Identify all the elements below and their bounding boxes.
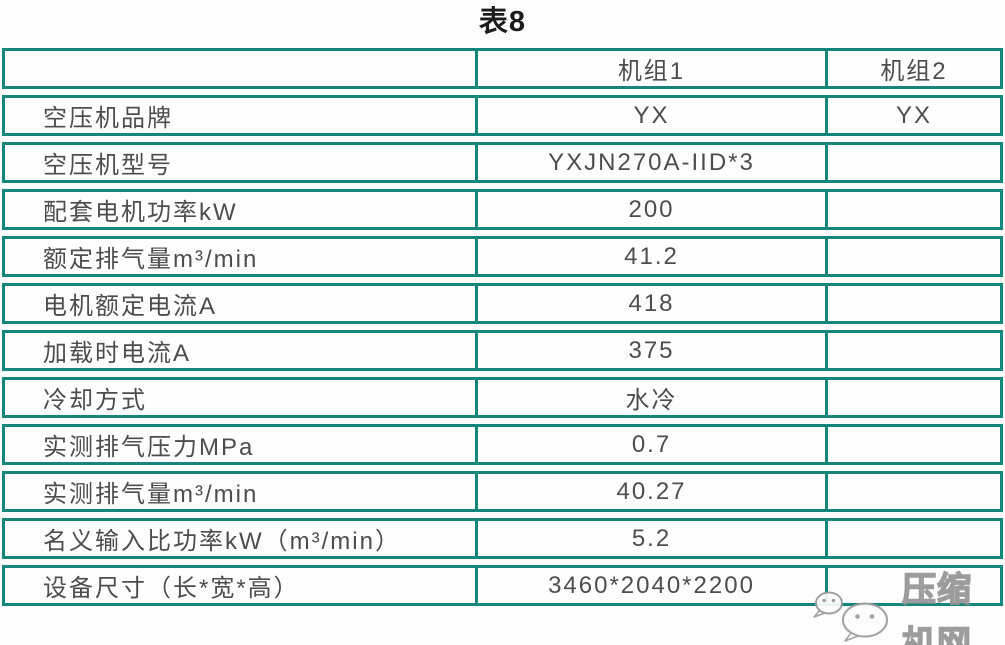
- row-label-cell: 空压机品牌: [2, 95, 478, 136]
- row-label-cell: 实测排气量m³/min: [2, 471, 478, 512]
- unit1-value-cell: 418: [478, 283, 828, 324]
- unit1-value-cell: 0.7: [478, 424, 828, 465]
- row-label-cell: 设备尺寸（长*宽*高）: [2, 565, 478, 606]
- table-row: 空压机型号 YXJN270A-IID*3: [2, 142, 1003, 183]
- header-empty-cell: [2, 48, 478, 89]
- row-label-cell: 冷却方式: [2, 377, 478, 418]
- table-body: 空压机品牌 YX YX 空压机型号 YXJN270A-IID*3 配套电机功率k…: [2, 95, 1003, 606]
- table-row: 实测排气量m³/min 40.27: [2, 471, 1003, 512]
- header-unit2-cell: 机组2: [828, 48, 1003, 89]
- unit1-value-cell: YXJN270A-IID*3: [478, 142, 828, 183]
- spec-table: 机组1 机组2 空压机品牌 YX YX 空压机型号 YXJN270A-IID*3…: [2, 42, 1003, 612]
- table-row: 额定排气量m³/min 41.2: [2, 236, 1003, 277]
- row-label-cell: 配套电机功率kW: [2, 189, 478, 230]
- header-row: 机组1 机组2: [2, 48, 1003, 89]
- unit1-value-cell: 41.2: [478, 236, 828, 277]
- header-unit1-cell: 机组1: [478, 48, 828, 89]
- table-row: 实测排气压力MPa 0.7: [2, 424, 1003, 465]
- table-row: 电机额定电流A 418: [2, 283, 1003, 324]
- unit1-value-cell: 200: [478, 189, 828, 230]
- row-label-cell: 空压机型号: [2, 142, 478, 183]
- row-label-cell: 额定排气量m³/min: [2, 236, 478, 277]
- unit2-value-cell: [828, 377, 1003, 418]
- table-row: 冷却方式 水冷: [2, 377, 1003, 418]
- row-label-cell: 加载时电流A: [2, 330, 478, 371]
- table-row: 名义输入比功率kW（m³/min） 5.2: [2, 518, 1003, 559]
- unit1-value-cell: YX: [478, 95, 828, 136]
- table-row: 设备尺寸（长*宽*高） 3460*2040*2200: [2, 565, 1003, 606]
- unit1-value-cell: 水冷: [478, 377, 828, 418]
- row-label-cell: 名义输入比功率kW（m³/min）: [2, 518, 478, 559]
- unit2-value-cell: YX: [828, 95, 1003, 136]
- unit2-value-cell: [828, 189, 1003, 230]
- unit1-value-cell: 40.27: [478, 471, 828, 512]
- unit2-value-cell: [828, 424, 1003, 465]
- unit1-value-cell: 375: [478, 330, 828, 371]
- unit1-value-cell: 3460*2040*2200: [478, 565, 828, 606]
- table-row: 配套电机功率kW 200: [2, 189, 1003, 230]
- unit2-value-cell: [828, 330, 1003, 371]
- unit2-value-cell: [828, 236, 1003, 277]
- unit1-value-cell: 5.2: [478, 518, 828, 559]
- unit2-value-cell: [828, 565, 1003, 606]
- table-row: 空压机品牌 YX YX: [2, 95, 1003, 136]
- page-title: 表8: [478, 6, 527, 38]
- unit2-value-cell: [828, 283, 1003, 324]
- unit2-value-cell: [828, 471, 1003, 512]
- table-row: 加载时电流A 375: [2, 330, 1003, 371]
- row-label-cell: 电机额定电流A: [2, 283, 478, 324]
- row-label-cell: 实测排气压力MPa: [2, 424, 478, 465]
- unit2-value-cell: [828, 518, 1003, 559]
- unit2-value-cell: [828, 142, 1003, 183]
